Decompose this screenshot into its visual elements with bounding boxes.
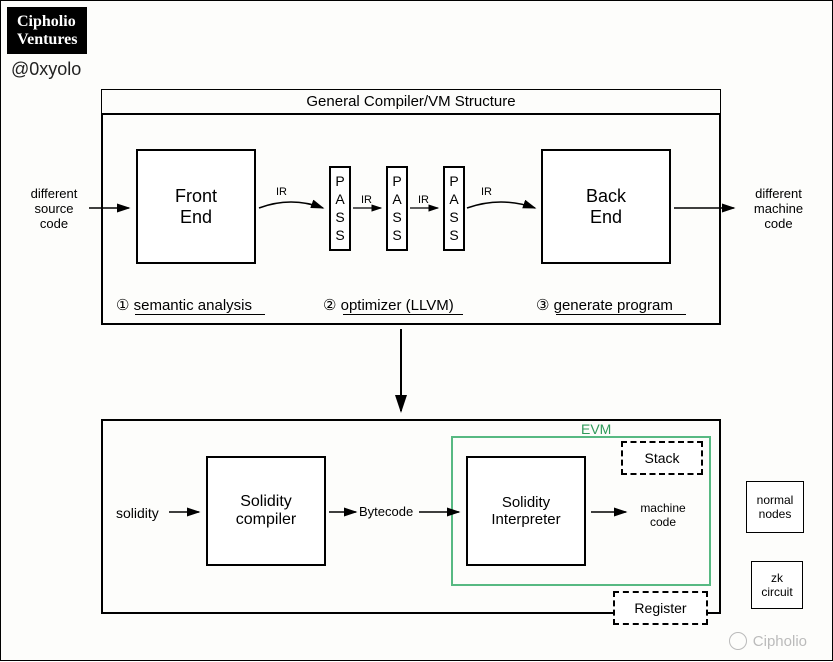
- solidity-interpreter-block: Solidity Interpreter: [466, 456, 586, 566]
- stage-1-underline: [135, 314, 265, 315]
- ir-label-3: IR: [418, 194, 429, 206]
- pass-block-1: PASS: [329, 166, 351, 251]
- solidity-compiler-block: Solidity compiler: [206, 456, 326, 566]
- stage-3: ③ generate program: [536, 296, 673, 314]
- normal-nodes-box: normal nodes: [746, 481, 804, 533]
- solidity-label: solidity: [116, 505, 159, 521]
- back-end-block: Back End: [541, 149, 671, 264]
- ir-label-1: IR: [276, 186, 287, 198]
- ir-label-4: IR: [481, 186, 492, 198]
- diagram-canvas: Cipholio Ventures @0xyolo General Compil…: [0, 0, 833, 661]
- logo-line2: Ventures: [17, 31, 77, 49]
- stage-2-underline: [343, 314, 463, 315]
- stage-3-underline: [556, 314, 686, 315]
- output-label: different machine code: [741, 186, 816, 231]
- register-box: Register: [613, 591, 708, 625]
- stack-box: Stack: [621, 441, 703, 475]
- machine-code-label: machine code: [633, 501, 693, 529]
- bytecode-label: Bytecode: [359, 504, 413, 519]
- stage-1: ① semantic analysis: [116, 296, 252, 314]
- pass-block-2: PASS: [386, 166, 408, 251]
- ir-label-2: IR: [361, 194, 372, 206]
- stage-2: ② optimizer (LLVM): [323, 296, 454, 314]
- pass-block-3: PASS: [443, 166, 465, 251]
- watermark-text: Cipholio: [753, 633, 807, 650]
- front-end-block: Front End: [136, 149, 256, 264]
- logo-line1: Cipholio: [17, 13, 77, 31]
- handle: @0xyolo: [11, 59, 81, 80]
- watermark: Cipholio: [729, 632, 807, 650]
- logo: Cipholio Ventures: [7, 7, 87, 54]
- evm-label: EVM: [581, 421, 611, 437]
- zk-circuit-box: zk circuit: [751, 561, 803, 609]
- watermark-icon: [729, 632, 747, 650]
- top-title: General Compiler/VM Structure: [101, 89, 721, 115]
- input-label: different source code: [19, 186, 89, 231]
